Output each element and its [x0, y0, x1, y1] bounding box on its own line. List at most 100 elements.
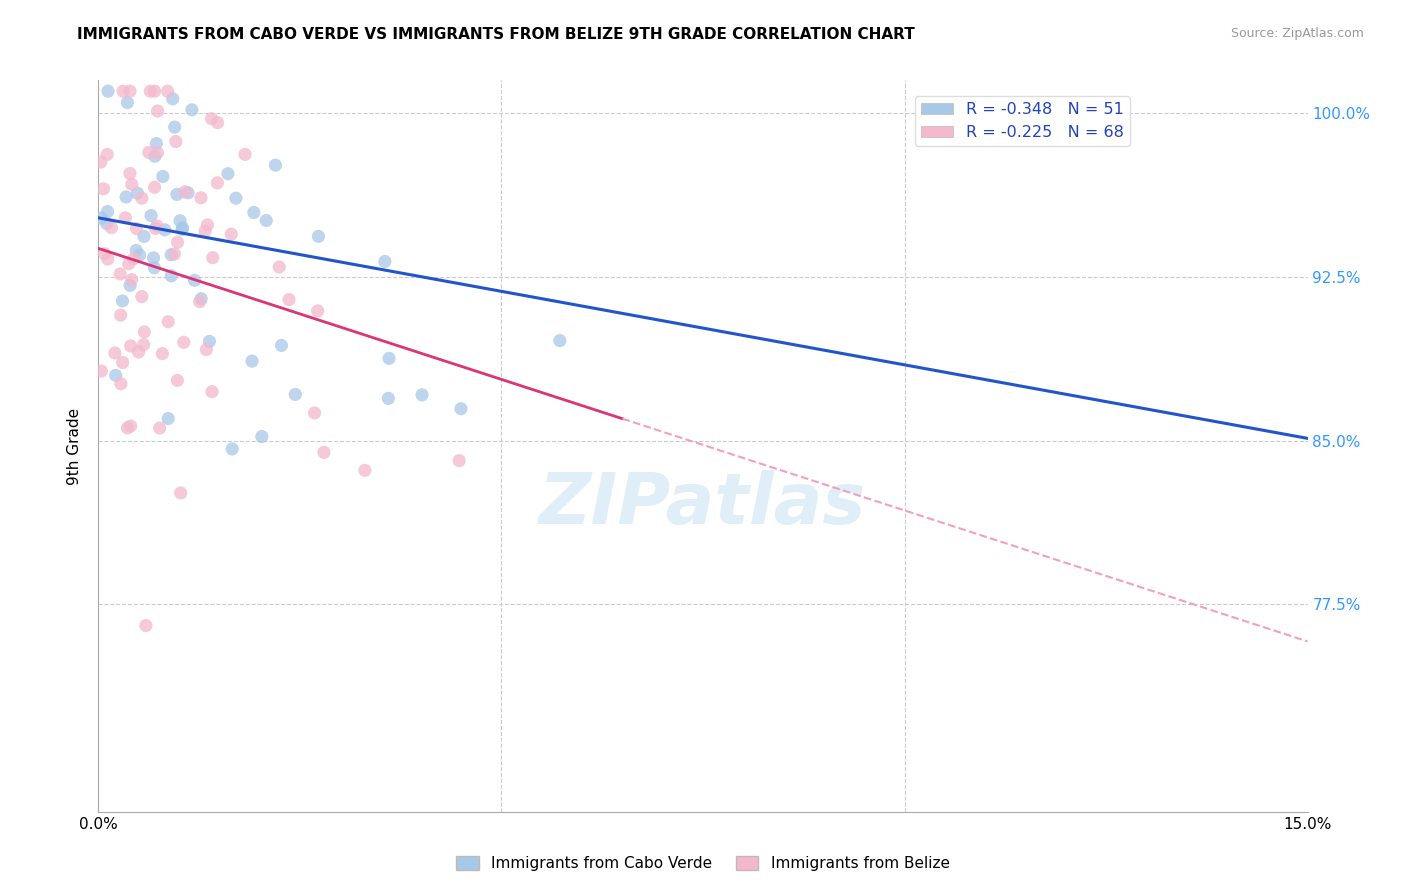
Point — [225, 191, 247, 205]
Point — [270, 338, 292, 352]
Y-axis label: 9th Grade: 9th Grade — [67, 408, 83, 484]
Point — [90, 211, 112, 225]
Point — [121, 272, 143, 286]
Point — [278, 293, 301, 307]
Point — [194, 224, 217, 238]
Point — [163, 247, 186, 261]
Point — [128, 345, 150, 359]
Point — [112, 84, 135, 98]
Point — [150, 346, 173, 360]
Point — [90, 155, 112, 169]
Point — [143, 180, 166, 194]
Point — [104, 346, 127, 360]
Point — [269, 260, 291, 274]
Point — [240, 354, 263, 368]
Point — [93, 182, 115, 196]
Point — [172, 220, 194, 235]
Point — [115, 190, 138, 204]
Point — [111, 355, 134, 369]
Point — [207, 115, 229, 129]
Point — [254, 213, 277, 227]
Point — [188, 294, 211, 309]
Point — [149, 421, 172, 435]
Point — [96, 217, 118, 231]
Point — [172, 222, 194, 236]
Point — [307, 229, 329, 244]
Point — [118, 84, 141, 98]
Point — [217, 167, 239, 181]
Point — [157, 315, 180, 329]
Point — [201, 251, 224, 265]
Point — [132, 229, 155, 244]
Point — [125, 244, 148, 258]
Legend: Immigrants from Cabo Verde, Immigrants from Belize: Immigrants from Cabo Verde, Immigrants f… — [450, 850, 956, 877]
Point — [378, 351, 401, 366]
Point — [110, 376, 132, 391]
Point — [111, 293, 134, 308]
Point — [177, 186, 200, 200]
Point — [163, 120, 186, 135]
Point — [108, 267, 131, 281]
Point — [160, 268, 183, 283]
Point — [221, 442, 243, 456]
Point — [145, 136, 167, 151]
Point — [284, 387, 307, 401]
Point — [134, 325, 156, 339]
Point — [190, 191, 212, 205]
Point — [198, 334, 221, 349]
Point — [117, 421, 139, 435]
Point — [153, 223, 176, 237]
Point — [304, 406, 326, 420]
Point — [166, 373, 188, 387]
Point — [233, 147, 256, 161]
Text: Source: ZipAtlas.com: Source: ZipAtlas.com — [1230, 27, 1364, 40]
Point — [243, 205, 266, 219]
Point — [165, 135, 187, 149]
Point — [100, 220, 122, 235]
Point — [120, 339, 142, 353]
Point — [120, 419, 142, 434]
Point — [162, 92, 184, 106]
Point — [114, 211, 136, 225]
Point — [157, 411, 180, 425]
Point — [132, 337, 155, 351]
Point — [97, 84, 120, 98]
Point — [160, 248, 183, 262]
Point — [97, 252, 120, 266]
Point — [170, 486, 193, 500]
Point — [143, 84, 166, 98]
Point — [411, 388, 433, 402]
Point — [374, 254, 396, 268]
Point — [181, 103, 204, 117]
Point — [146, 219, 169, 233]
Point — [548, 334, 571, 348]
Point — [183, 273, 205, 287]
Point — [131, 191, 153, 205]
Point — [139, 209, 162, 223]
Legend: R = -0.348   N = 51, R = -0.225   N = 68: R = -0.348 N = 51, R = -0.225 N = 68 — [915, 95, 1130, 146]
Point — [135, 618, 157, 632]
Point — [250, 429, 273, 443]
Point — [139, 84, 162, 98]
Point — [120, 278, 142, 293]
Point — [152, 169, 174, 184]
Point — [166, 187, 188, 202]
Point — [264, 158, 287, 172]
Point — [166, 235, 188, 250]
Point — [146, 103, 169, 118]
Point — [201, 384, 224, 399]
Point — [145, 221, 167, 235]
Point — [377, 392, 399, 406]
Point — [127, 186, 149, 201]
Point — [118, 167, 141, 181]
Point — [128, 248, 150, 262]
Point — [90, 364, 112, 378]
Point — [142, 251, 165, 265]
Point — [307, 304, 329, 318]
Point — [96, 204, 118, 219]
Point — [138, 145, 160, 160]
Point — [117, 95, 139, 110]
Point — [200, 112, 222, 126]
Point — [93, 246, 115, 260]
Point — [96, 147, 118, 161]
